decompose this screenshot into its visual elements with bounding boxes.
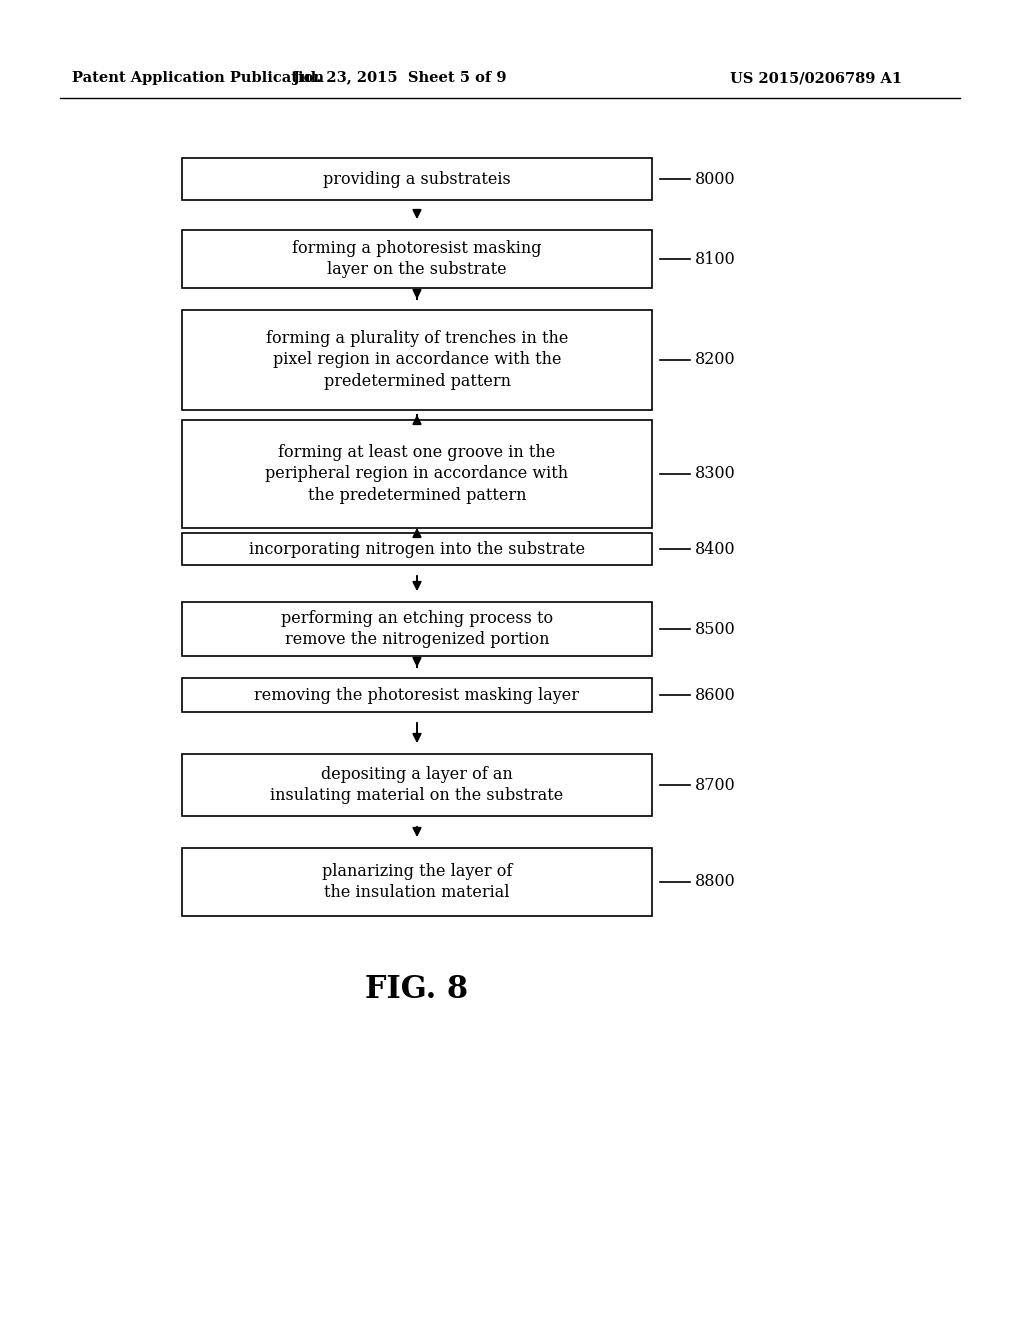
Bar bbox=[182, 678, 652, 711]
Text: 8100: 8100 bbox=[695, 251, 736, 268]
Bar bbox=[182, 602, 652, 656]
Bar bbox=[182, 754, 652, 816]
Bar bbox=[182, 533, 652, 565]
Text: depositing a layer of an
insulating material on the substrate: depositing a layer of an insulating mate… bbox=[270, 766, 563, 804]
Text: planarizing the layer of
the insulation material: planarizing the layer of the insulation … bbox=[322, 863, 512, 902]
Text: removing the photoresist masking layer: removing the photoresist masking layer bbox=[255, 686, 580, 704]
Text: incorporating nitrogen into the substrate: incorporating nitrogen into the substrat… bbox=[249, 540, 585, 557]
Text: Jul. 23, 2015  Sheet 5 of 9: Jul. 23, 2015 Sheet 5 of 9 bbox=[293, 71, 507, 84]
Text: forming at least one groove in the
peripheral region in accordance with
the pred: forming at least one groove in the perip… bbox=[265, 444, 568, 504]
Bar bbox=[182, 420, 652, 528]
Text: forming a plurality of trenches in the
pixel region in accordance with the
prede: forming a plurality of trenches in the p… bbox=[266, 330, 568, 389]
Text: forming a photoresist masking
layer on the substrate: forming a photoresist masking layer on t… bbox=[292, 240, 542, 279]
Text: US 2015/0206789 A1: US 2015/0206789 A1 bbox=[730, 71, 902, 84]
Bar bbox=[182, 158, 652, 201]
Text: 8500: 8500 bbox=[695, 620, 736, 638]
Text: FIG. 8: FIG. 8 bbox=[366, 974, 469, 1006]
Text: 8600: 8600 bbox=[695, 686, 736, 704]
Bar bbox=[182, 230, 652, 288]
Text: providing a substrateis: providing a substrateis bbox=[324, 170, 511, 187]
Text: performing an etching process to
remove the nitrogenized portion: performing an etching process to remove … bbox=[281, 610, 553, 648]
Bar bbox=[182, 847, 652, 916]
Text: 8300: 8300 bbox=[695, 466, 736, 483]
Text: Patent Application Publication: Patent Application Publication bbox=[72, 71, 324, 84]
Text: 8400: 8400 bbox=[695, 540, 735, 557]
Text: 8200: 8200 bbox=[695, 351, 735, 368]
Bar bbox=[182, 310, 652, 411]
Text: 8700: 8700 bbox=[695, 776, 736, 793]
Text: 8800: 8800 bbox=[695, 874, 736, 891]
Text: 8000: 8000 bbox=[695, 170, 735, 187]
